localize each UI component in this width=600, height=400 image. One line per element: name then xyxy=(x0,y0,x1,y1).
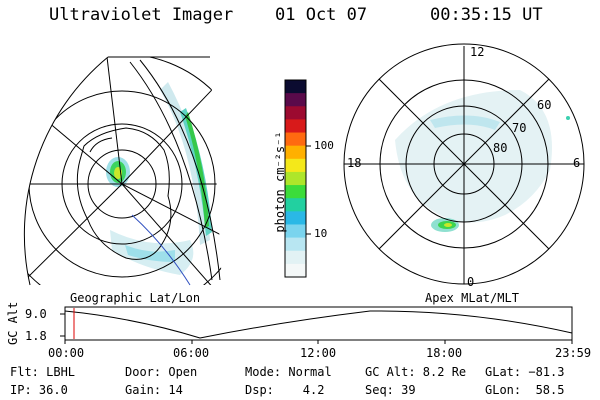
geographic-panel-label: Geographic Lat/Lon xyxy=(70,291,201,305)
mlt-label-12: 12 xyxy=(470,45,485,59)
date-label: 01 Oct 07 xyxy=(275,5,368,25)
mlt-label-6: 6 xyxy=(573,156,581,170)
colorbar-swatch xyxy=(285,198,306,212)
timeline-ytick-high: 9.0 xyxy=(25,307,47,321)
timeline-ytick-low: 1.8 xyxy=(25,329,47,343)
timeline-xtick-0600: 06:00 xyxy=(173,346,210,360)
colorbar-swatch xyxy=(285,132,306,147)
status-flt: Flt: LBHL xyxy=(10,365,76,379)
colorbar-swatch xyxy=(285,185,306,199)
colorbar-swatch xyxy=(285,237,306,252)
status-ip: IP: 36.0 xyxy=(10,383,68,397)
colorbar-swatch xyxy=(285,224,306,239)
colorbar-swatch xyxy=(285,263,306,278)
mlat-label-70: 70 xyxy=(512,121,527,135)
mlat-label-60: 60 xyxy=(537,98,552,112)
colorbar-swatch xyxy=(285,80,306,94)
status-glon: GLon: 58.5 xyxy=(485,383,565,397)
timeline-xtick-1800: 18:00 xyxy=(426,346,463,360)
colorbar-swatch xyxy=(285,145,306,160)
colorbar-swatch xyxy=(285,171,306,186)
colorbar-swatch xyxy=(285,119,306,134)
status-seq: Seq: 39 xyxy=(365,383,416,397)
colorbar-swatch xyxy=(285,93,306,107)
status-glat: GLat: −81.3 xyxy=(485,365,565,379)
status-dsp: Dsp: 4.2 xyxy=(245,383,325,397)
status-gcalt: GC Alt: 8.2 Re xyxy=(365,365,467,379)
timeline-xtick-2359: 23:59 xyxy=(555,346,592,360)
magnetic-panel-label: Apex MLat/MLT xyxy=(425,291,519,305)
mlt-label-0: 0 xyxy=(467,275,475,289)
colorbar-swatch xyxy=(285,250,306,265)
mlt-label-18: 18 xyxy=(347,156,362,170)
timeline-ylabel: GC Alt xyxy=(6,301,20,345)
colorbar-swatch xyxy=(285,211,306,226)
aurora-oval-geographic xyxy=(106,82,212,275)
timeline-xtick-1200: 12:00 xyxy=(300,346,337,360)
colorbar-swatch xyxy=(285,106,306,120)
status-gain: Gain: 14 xyxy=(125,383,183,397)
status-mode: Mode: Normal xyxy=(245,365,332,379)
colorbar-tick-10: 10 xyxy=(314,227,328,240)
instrument-title: Ultraviolet Imager xyxy=(49,5,234,25)
timeline-xtick-0000: 00:00 xyxy=(48,346,85,360)
aurora-oval-magnetic xyxy=(395,90,570,232)
status-door: Door: Open xyxy=(125,365,198,379)
mlat-label-80: 80 xyxy=(493,141,508,155)
colorbar-tick-100: 100 xyxy=(314,139,334,152)
colorbar-swatch xyxy=(285,158,306,173)
time-label: 00:35:15 UT xyxy=(430,5,543,25)
